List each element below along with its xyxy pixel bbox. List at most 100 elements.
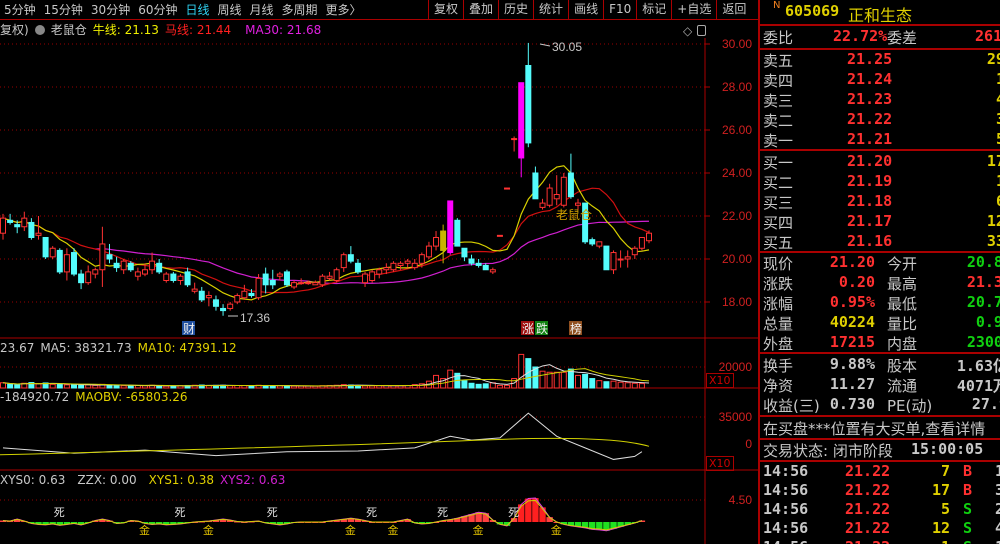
candle-body <box>518 82 525 159</box>
volume-bar <box>624 382 631 389</box>
candle-body <box>205 295 212 299</box>
fall-badge[interactable]: 跌 <box>536 321 548 336</box>
ma-yellow-line <box>2 165 650 301</box>
sell-price: 21.22 <box>847 110 893 128</box>
volume-bar <box>525 358 532 389</box>
toolbar-button-5[interactable]: F10 <box>603 0 636 20</box>
xys-bar <box>0 520 7 522</box>
indicator-info-bar: 复权) 老鼠仓 牛线: 21.13 马线: 21.44 MA30: 21.68 <box>0 21 321 38</box>
candle-body <box>347 254 354 262</box>
buy-volume: 127 <box>986 212 1000 230</box>
toolbar-button-1[interactable]: 叠加 <box>463 0 498 20</box>
volume-bar <box>14 384 21 389</box>
xys0-value: XYS0: 0.63 <box>0 473 66 487</box>
death-cross-mark: 死 <box>54 507 65 519</box>
period-tab-3[interactable]: 60分钟 <box>138 3 178 17</box>
sell-volume: 18 <box>996 70 1000 88</box>
toolbar-button-7[interactable]: +自选 <box>671 0 716 20</box>
volume-bar <box>603 381 610 389</box>
candle-body <box>85 271 92 284</box>
volume-bar <box>369 385 376 389</box>
xys-bar <box>567 522 575 526</box>
stat-label: 量比 <box>887 315 918 333</box>
period-tab-5[interactable]: 周线 <box>217 3 242 17</box>
niu-value: 21.13 <box>124 23 159 37</box>
xys-bar <box>70 522 78 524</box>
fund-label: 流通 <box>887 377 918 395</box>
divider <box>760 251 1000 253</box>
toolbar-button-4[interactable]: 画线 <box>568 0 603 20</box>
volume-bar <box>546 371 553 389</box>
xys-bar <box>638 520 646 522</box>
indicator-icon[interactable] <box>34 24 45 35</box>
fundamental-row: 收益(三) 0.730 PE(动) 27.9 <box>763 395 1000 415</box>
toolbar-button-0[interactable]: 复权 <box>428 0 463 20</box>
volume-bar <box>49 383 56 389</box>
tick-volume: 12 <box>931 519 950 537</box>
big-order-message[interactable]: 在买盘***位置有大买单,查看详情 <box>763 418 1000 438</box>
stock-code: 605069 <box>785 2 840 20</box>
kline-chart[interactable]: 30.00 28.00 26.00 24.00 22.00 20.00 18.00 30.05… <box>0 0 758 544</box>
diamond-icon[interactable]: ◇ <box>683 24 693 38</box>
period-tab-2[interactable]: 30分钟 <box>90 3 131 17</box>
rise-badge[interactable]: 涨 <box>522 321 534 336</box>
finance-badge[interactable]: 财 <box>183 322 195 336</box>
xys-bar <box>525 498 532 522</box>
sell-price: 21.23 <box>847 90 893 108</box>
stat-row: 涨幅 0.95% 最低 20.73 <box>763 293 1000 313</box>
volume-bar <box>63 384 70 389</box>
tick-count: 1 <box>995 462 1000 480</box>
tick-price: 21.22 <box>845 519 891 537</box>
period-tab-1[interactable]: 15分钟 <box>43 3 83 17</box>
period-tab-4[interactable]: 日线 <box>185 3 210 17</box>
candle-body <box>440 230 447 251</box>
stat-label: 总量 <box>763 315 794 333</box>
message-text[interactable]: 在买盘***位置有大买单,查看详情 <box>763 420 986 438</box>
xys-bar <box>35 522 42 525</box>
buy-volume: 178 <box>986 152 1000 170</box>
obv-axis-top: 35000 <box>719 410 753 424</box>
y-tick-label: 26.00 <box>722 123 752 137</box>
fuquan-label: 复权) <box>0 23 29 37</box>
volume-bar <box>163 385 170 389</box>
period-tab-7[interactable]: 多周期 <box>281 3 318 17</box>
y-tick-label: 22.00 <box>722 209 752 223</box>
volume-bar <box>120 385 127 389</box>
stat-label: 最高 <box>887 275 918 293</box>
toolbar-buttons: 复权 叠加 历史 统计 画线 F10 标记 +自选 返回 <box>428 0 751 20</box>
tick-count: 4 <box>995 519 1000 537</box>
divider <box>760 149 1000 151</box>
xys-bar <box>454 518 461 522</box>
volume-bar <box>78 384 85 389</box>
indicator-name[interactable]: 老鼠仓 <box>50 23 87 37</box>
y-tick-label: 18.00 <box>722 295 752 309</box>
death-cross-mark: 死 <box>174 507 185 519</box>
xys-bar <box>77 522 85 525</box>
period-tab-8[interactable]: 更多〉 <box>325 3 362 17</box>
candle-body <box>525 65 532 144</box>
period-tab-6[interactable]: 月线 <box>249 3 274 17</box>
xys-bar <box>539 507 546 522</box>
tick-price: 21.22 <box>845 462 891 480</box>
tick-row: 14:56 21.22 17 B 3 <box>763 481 1000 501</box>
status-text: 交易状态: 闭市阶段 <box>763 442 893 460</box>
signal-label: 老鼠仓 <box>556 208 592 222</box>
weibi-label: 委比 <box>763 29 794 47</box>
xys-bar <box>63 522 71 525</box>
ranking-badge[interactable]: 榜 <box>570 321 582 336</box>
divider <box>760 438 1000 440</box>
toolbar-button-8[interactable]: 返回 <box>716 0 751 20</box>
candle-body <box>56 249 63 273</box>
candle-body <box>305 282 312 285</box>
toolbar-button-3[interactable]: 统计 <box>533 0 568 20</box>
candle-body <box>234 295 241 303</box>
toolbar-button-2[interactable]: 历史 <box>498 0 533 20</box>
panel-toggle-icon[interactable] <box>697 25 706 36</box>
volume-bar <box>475 383 482 389</box>
toolbar-button-6[interactable]: 标记 <box>636 0 671 20</box>
volume-bar <box>589 378 596 389</box>
period-tab-0[interactable]: 5分钟 <box>4 3 36 17</box>
volume-bar <box>532 366 539 389</box>
volume-bar <box>560 371 567 389</box>
